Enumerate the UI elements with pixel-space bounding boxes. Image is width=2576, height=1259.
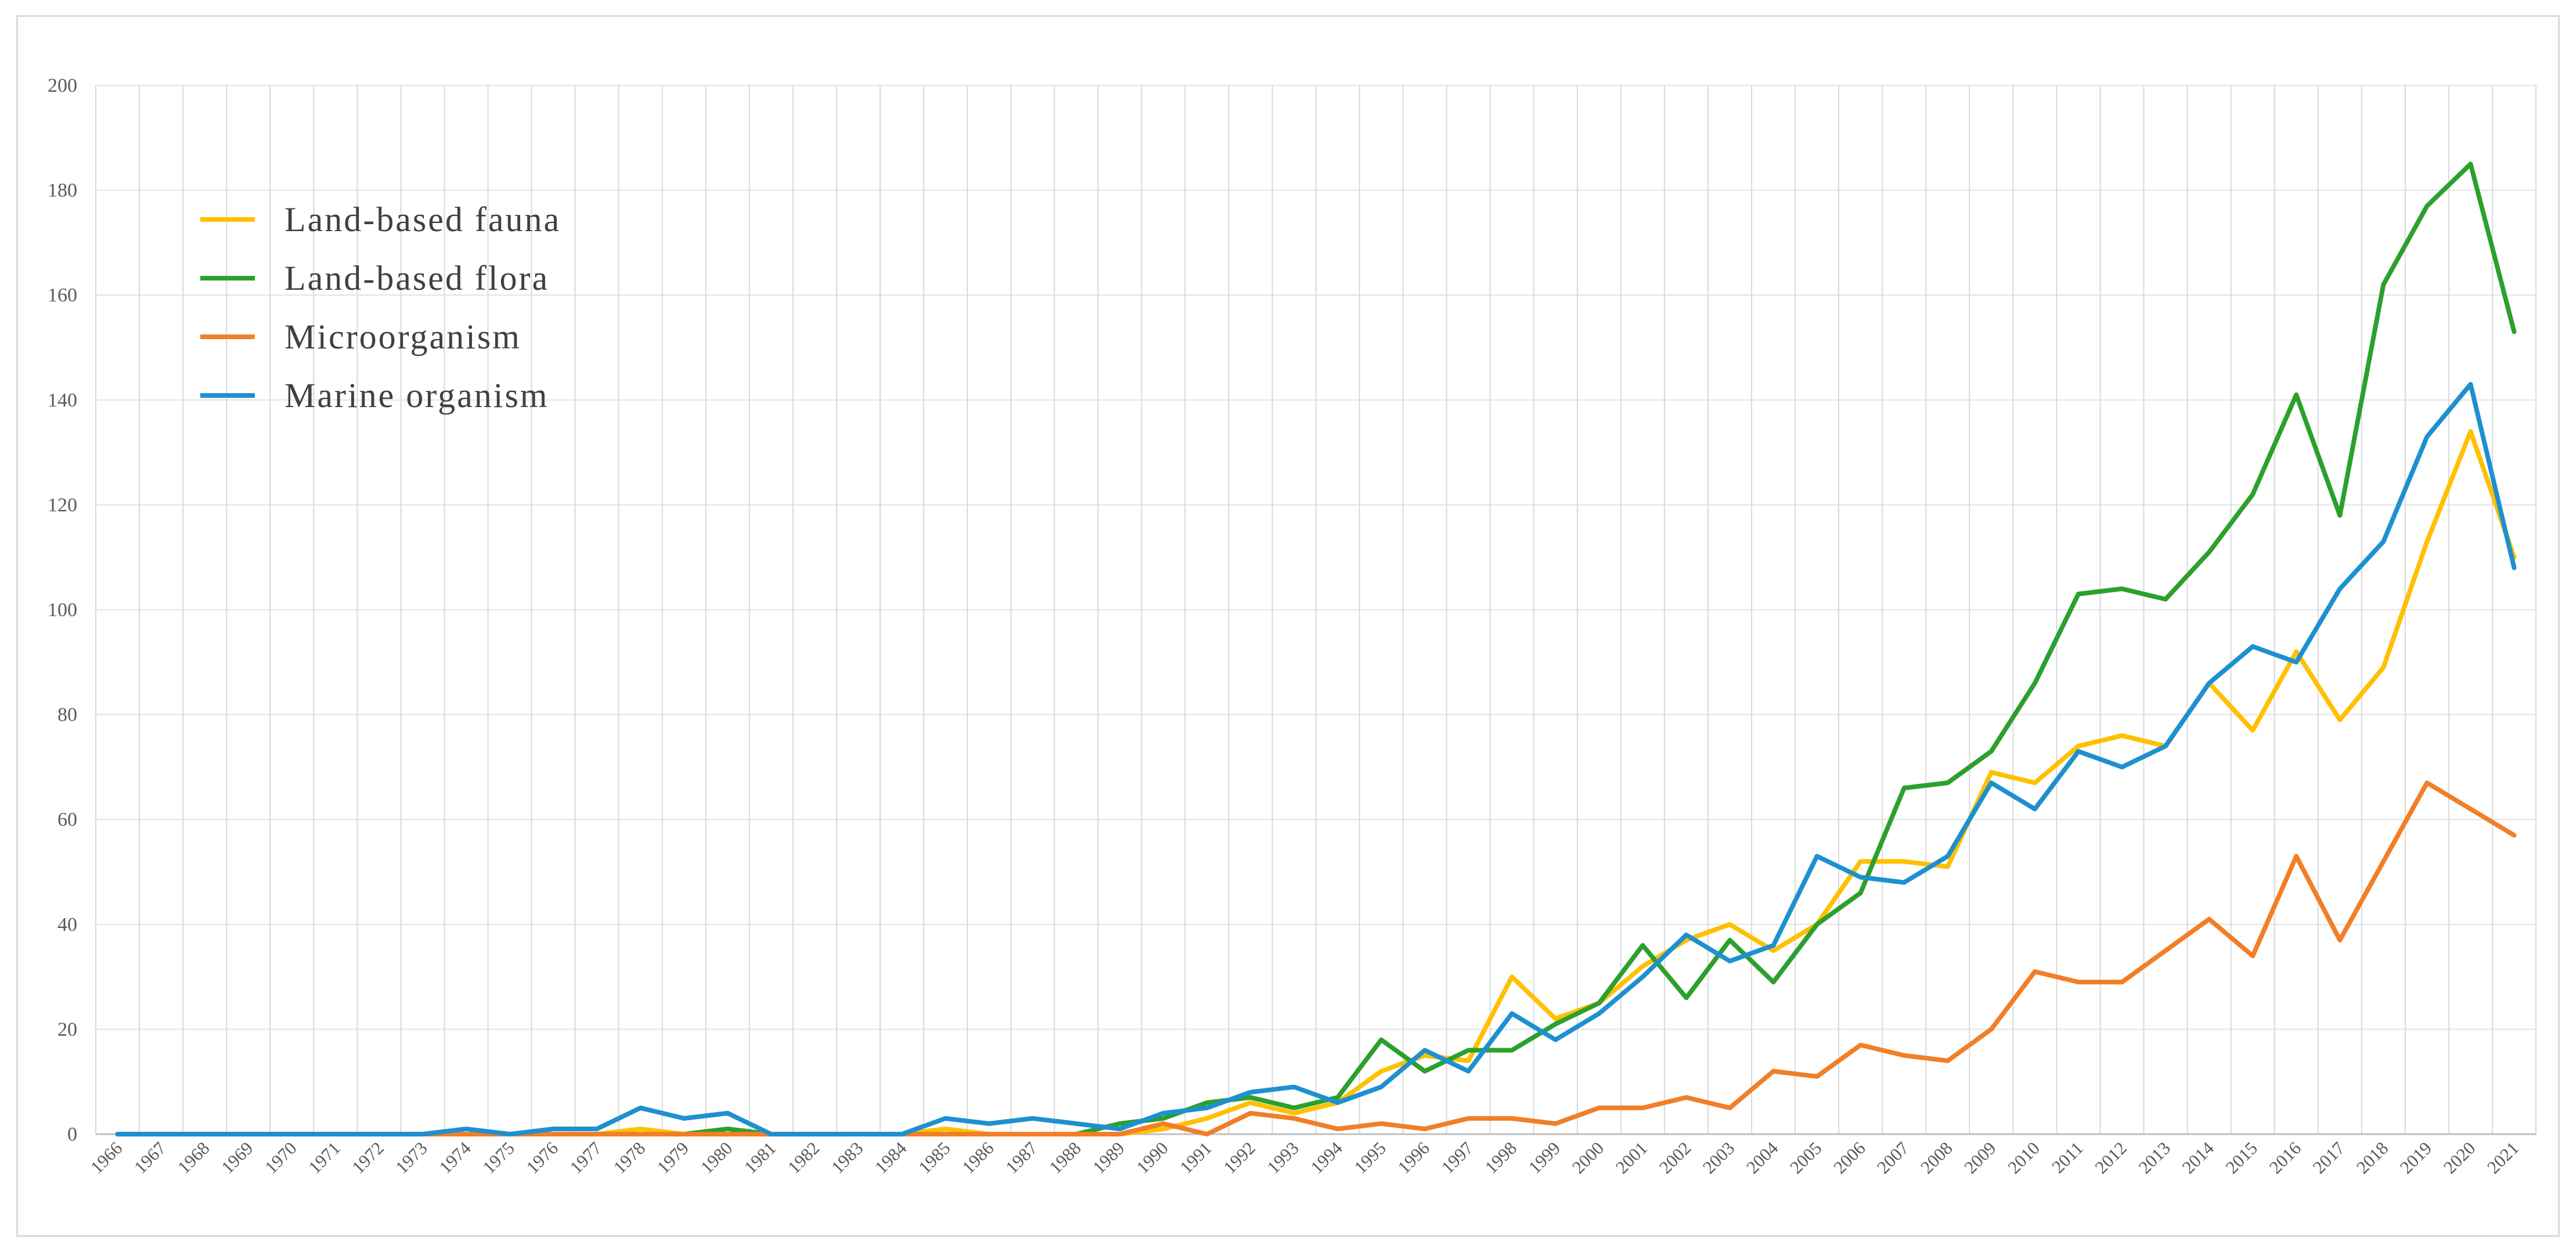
x-tick-label: 1977 (565, 1138, 606, 1178)
y-tick-label: 60 (57, 809, 77, 830)
x-tick-label: 2013 (2134, 1138, 2174, 1178)
x-tick-label: 2018 (2352, 1138, 2393, 1178)
series-lines (115, 161, 2517, 1136)
x-tick-label: 1972 (348, 1138, 388, 1178)
x-tick-label: 2016 (2265, 1138, 2305, 1178)
x-tick-label: 2017 (2309, 1138, 2349, 1178)
y-tick-label: 140 (48, 390, 77, 411)
x-tick-label: 1992 (1219, 1138, 1259, 1178)
y-tick-label: 180 (48, 180, 77, 202)
y-tick-label: 0 (67, 1124, 77, 1145)
legend-label: Marine organism (284, 376, 549, 415)
x-tick-label: 2019 (2396, 1138, 2436, 1178)
x-tick-label: 1987 (1001, 1138, 1042, 1178)
legend-label: Land-based fauna (284, 200, 561, 239)
x-tick-label: 2008 (1916, 1138, 1957, 1178)
x-axis-ticks: 1966 1967 1968 1969 1970 1971 1972 1973 1974 1975… (87, 1138, 2523, 1178)
x-tick-label: 1994 (1306, 1138, 1346, 1178)
legend-label: Land-based flora (284, 259, 549, 297)
x-tick-label: 1967 (130, 1138, 170, 1178)
y-axis-ticks: 0 20 40 60 80 100 120 140 160 180 200 (48, 75, 77, 1145)
x-tick-label: 1993 (1263, 1138, 1303, 1178)
x-tick-label: 1990 (1132, 1138, 1172, 1178)
x-tick-label: 2003 (1699, 1138, 1739, 1178)
x-tick-label: 1996 (1393, 1138, 1433, 1178)
x-tick-label: 1989 (1089, 1138, 1129, 1178)
y-tick-label: 100 (48, 599, 77, 621)
x-tick-label: 2011 (2048, 1138, 2087, 1177)
x-tick-label: 1986 (958, 1138, 998, 1178)
x-tick-label: 1968 (174, 1138, 214, 1178)
x-tick-label: 2021 (2483, 1138, 2523, 1178)
x-tick-label: 2020 (2440, 1138, 2480, 1178)
x-tick-label: 1976 (522, 1138, 562, 1178)
x-tick-label: 2007 (1873, 1138, 1913, 1178)
x-tick-label: 1984 (871, 1138, 911, 1178)
x-tick-label: 1991 (1176, 1138, 1216, 1178)
x-tick-label: 1978 (610, 1138, 650, 1178)
x-tick-label: 1998 (1481, 1138, 1521, 1178)
x-tick-label: 2006 (1829, 1138, 1869, 1178)
x-tick-label: 2004 (1742, 1138, 1782, 1178)
x-tick-label: 2010 (2004, 1138, 2044, 1178)
x-tick-label: 1985 (914, 1138, 954, 1178)
series-line-marine-organism (115, 382, 2517, 1136)
y-tick-label: 80 (57, 704, 77, 726)
x-tick-label: 1975 (478, 1138, 518, 1178)
y-tick-label: 20 (57, 1019, 77, 1040)
x-tick-label: 1966 (87, 1138, 127, 1178)
x-tick-label: 2015 (2222, 1138, 2262, 1178)
x-tick-label: 2012 (2091, 1138, 2131, 1178)
chart-frame (16, 15, 2560, 1237)
y-tick-label: 120 (48, 494, 77, 516)
y-tick-label: 160 (48, 285, 77, 306)
x-tick-label: 1999 (1525, 1138, 1565, 1178)
chart-grid (95, 85, 2537, 1135)
x-tick-label: 2014 (2178, 1138, 2218, 1178)
x-tick-label: 1980 (697, 1138, 737, 1178)
x-tick-label: 1988 (1045, 1138, 1085, 1178)
x-tick-label: 2009 (1960, 1138, 2000, 1178)
x-tick-label: 2005 (1786, 1138, 1826, 1178)
x-tick-label: 1970 (261, 1138, 301, 1178)
x-tick-label: 2000 (1568, 1138, 1608, 1178)
x-tick-label: 1982 (784, 1138, 824, 1178)
legend: Land-based fauna Land-based flora Microorg… (200, 200, 561, 415)
x-tick-label: 1974 (435, 1138, 475, 1178)
x-tick-label: 2002 (1655, 1138, 1695, 1178)
x-tick-label: 1981 (740, 1138, 780, 1178)
x-tick-label: 1969 (217, 1138, 257, 1178)
x-tick-label: 1997 (1437, 1138, 1478, 1178)
x-tick-label: 2001 (1612, 1138, 1652, 1178)
y-tick-label: 200 (48, 75, 77, 96)
x-tick-label: 1983 (827, 1138, 867, 1178)
x-tick-label: 1979 (653, 1138, 693, 1178)
x-tick-label: 1995 (1350, 1138, 1390, 1178)
y-tick-label: 40 (57, 914, 77, 936)
legend-label: Microorganism (284, 318, 521, 356)
x-tick-label: 1973 (391, 1138, 431, 1178)
x-tick-label: 1971 (304, 1138, 344, 1178)
